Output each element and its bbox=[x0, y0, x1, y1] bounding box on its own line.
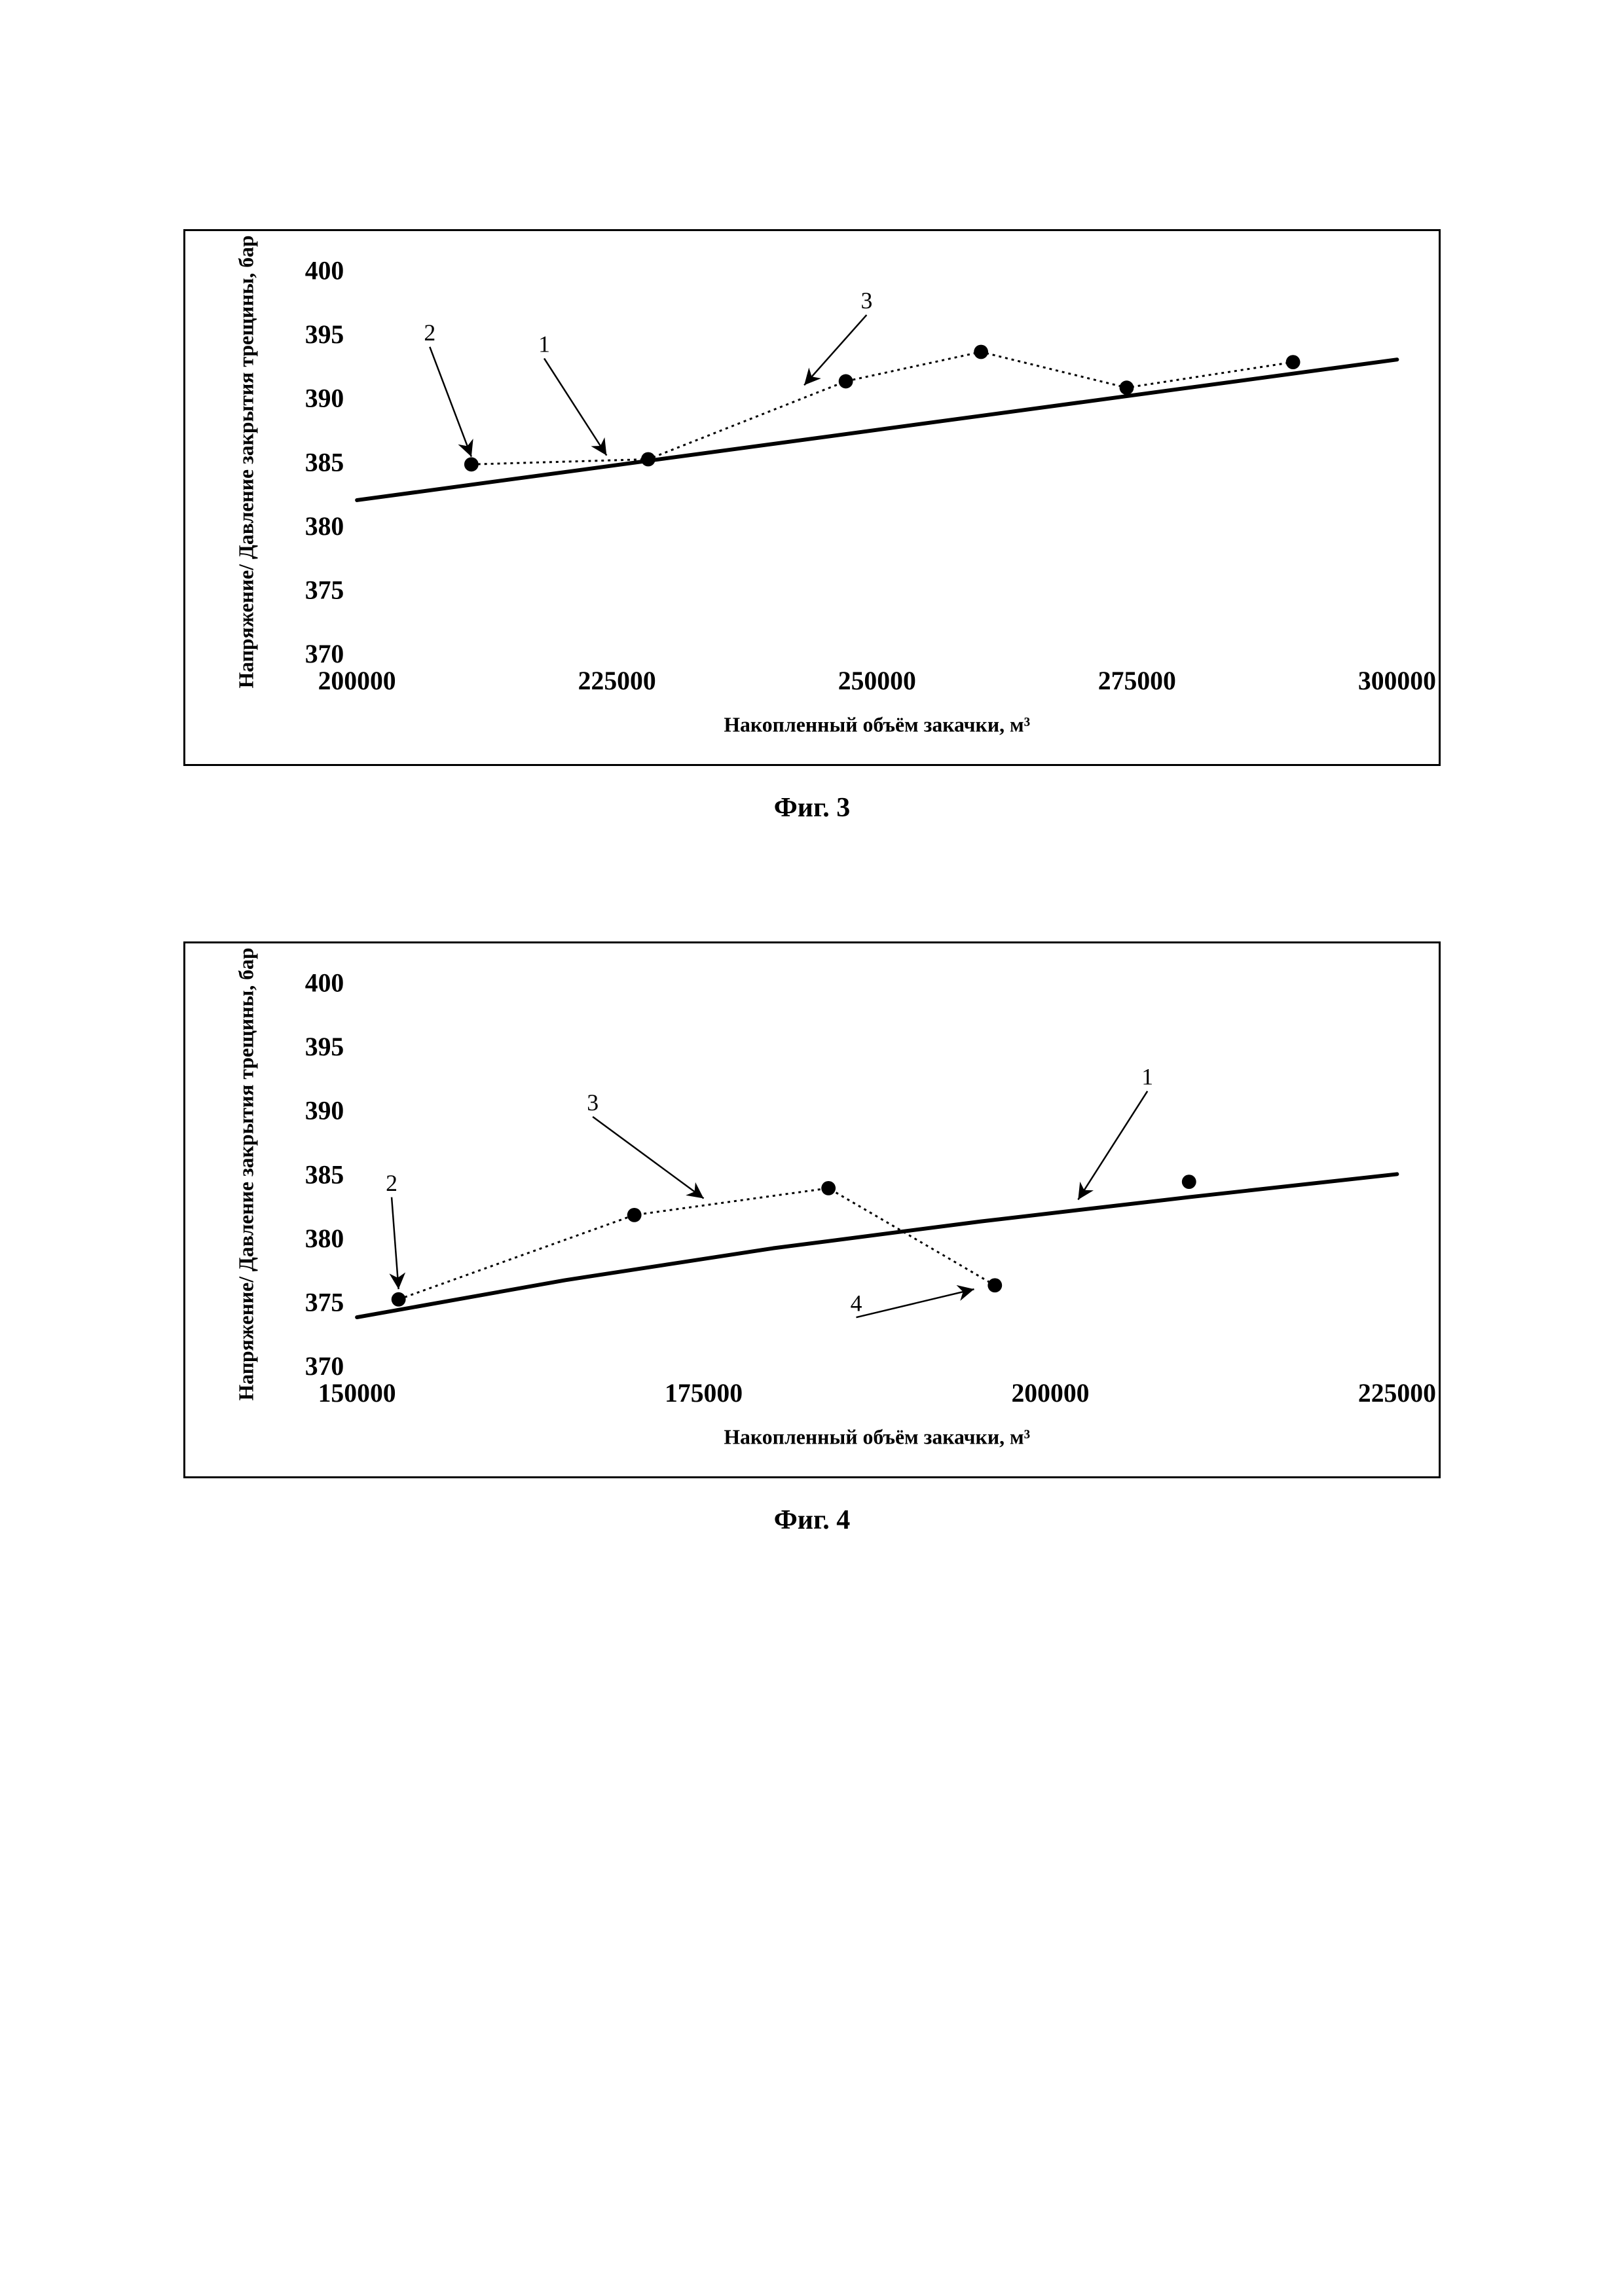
svg-text:370: 370 bbox=[305, 1352, 344, 1381]
svg-text:395: 395 bbox=[305, 320, 344, 349]
svg-text:200000: 200000 bbox=[318, 666, 396, 695]
chart-4-frame: 370 375 380 385 390 395 400 150000 175000 200000 2… bbox=[183, 941, 1441, 1478]
svg-text:390: 390 bbox=[305, 384, 344, 413]
svg-text:Напряжение/ Давление закрытия: Напряжение/ Давление закрытия трещины, б… bbox=[234, 235, 257, 688]
svg-text:385: 385 bbox=[305, 1160, 344, 1189]
svg-text:400: 400 bbox=[305, 256, 344, 285]
svg-text:1: 1 bbox=[538, 331, 550, 357]
figure-3-caption: Фиг. 3 bbox=[183, 792, 1441, 824]
figure-4-caption: Фиг. 4 bbox=[183, 1504, 1441, 1536]
svg-text:Накопленный объём закачки, м³: Накопленный объём закачки, м³ bbox=[724, 713, 1030, 736]
figure-4: 370 375 380 385 390 395 400 150000 175000 200000 2… bbox=[183, 941, 1441, 1536]
svg-text:225000: 225000 bbox=[1358, 1379, 1436, 1408]
svg-text:395: 395 bbox=[305, 1032, 344, 1061]
svg-text:Напряжение/ Давление закрытия: Напряжение/ Давление закрытия трещины, б… bbox=[234, 947, 257, 1400]
svg-text:250000: 250000 bbox=[838, 666, 916, 695]
svg-text:2: 2 bbox=[424, 319, 435, 346]
svg-text:375: 375 bbox=[305, 1288, 344, 1317]
svg-text:380: 380 bbox=[305, 512, 344, 541]
svg-text:385: 385 bbox=[305, 448, 344, 477]
svg-text:370: 370 bbox=[305, 640, 344, 668]
svg-text:380: 380 bbox=[305, 1224, 344, 1253]
svg-text:225000: 225000 bbox=[578, 666, 656, 695]
svg-text:275000: 275000 bbox=[1098, 666, 1176, 695]
svg-text:175000: 175000 bbox=[665, 1379, 743, 1408]
svg-text:390: 390 bbox=[305, 1097, 344, 1125]
chart-3-frame: 370 375 380 385 390 395 400 200000 225000 250000 2… bbox=[183, 229, 1441, 766]
chart-3-svg: 370 375 380 385 390 395 400 200000 225000 250000 2… bbox=[185, 231, 1439, 764]
svg-text:400: 400 bbox=[305, 968, 344, 997]
svg-text:3: 3 bbox=[587, 1089, 599, 1116]
svg-text:150000: 150000 bbox=[318, 1379, 396, 1408]
svg-text:300000: 300000 bbox=[1358, 666, 1436, 695]
svg-text:Накопленный объём закачки, м³: Накопленный объём закачки, м³ bbox=[724, 1425, 1030, 1448]
figure-3: 370 375 380 385 390 395 400 200000 225000 250000 2… bbox=[183, 229, 1441, 824]
svg-text:3: 3 bbox=[860, 287, 872, 314]
svg-text:200000: 200000 bbox=[1011, 1379, 1089, 1408]
svg-text:1: 1 bbox=[1141, 1064, 1153, 1090]
chart-4-svg: 370 375 380 385 390 395 400 150000 175000 200000 2… bbox=[185, 943, 1439, 1476]
svg-text:375: 375 bbox=[305, 576, 344, 605]
svg-text:4: 4 bbox=[851, 1290, 862, 1316]
svg-text:2: 2 bbox=[386, 1170, 397, 1196]
